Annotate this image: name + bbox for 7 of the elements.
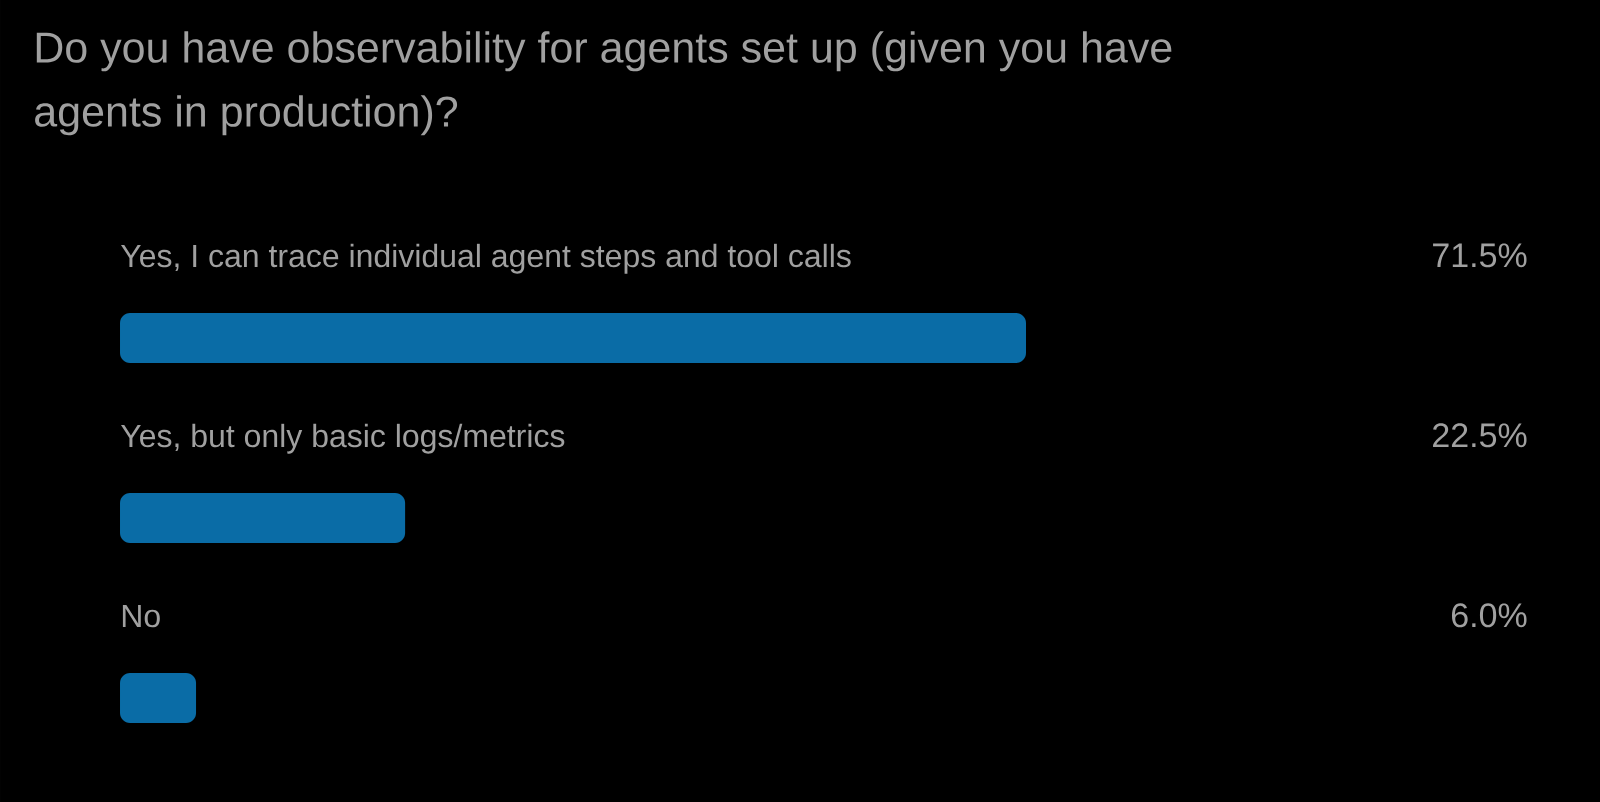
y-tick-label: Yes, I can trace individual agent steps and tool calls xyxy=(120,243,851,274)
y-tick-label: Yes, but only basic logs/metrics xyxy=(120,423,565,454)
data-label: 22.5% xyxy=(1433,423,1527,448)
chart-title: Do you have observability for agents set up (given you have agents in production)? xyxy=(35,31,1172,136)
y-tick-label: No xyxy=(122,604,160,628)
data-label: 6.0% xyxy=(1451,603,1527,628)
data-label: 71.5% xyxy=(1433,243,1527,268)
